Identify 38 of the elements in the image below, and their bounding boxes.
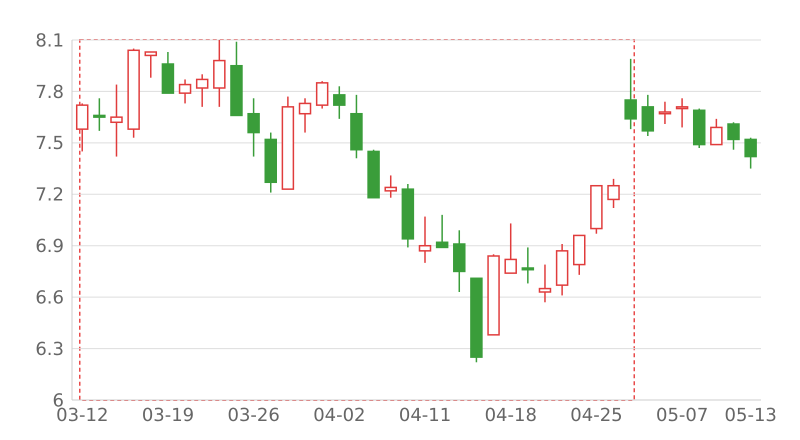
y-tick-label: 6.3 [35, 338, 64, 360]
candlestick [436, 214, 448, 248]
x-tick-label: 04-18 [484, 404, 537, 426]
candlestick [624, 58, 637, 130]
candlestick [333, 86, 346, 120]
y-tick-label: 7.5 [35, 133, 64, 154]
candlestick [658, 100, 672, 125]
candlestick [607, 178, 620, 209]
candlestick [144, 51, 158, 78]
candlestick [247, 98, 260, 158]
x-tick-label: 03-26 [228, 404, 280, 426]
candlestick [93, 98, 106, 132]
x-tick-label: 05-13 [724, 404, 777, 426]
candlestick [196, 74, 208, 108]
x-tick-label: 03-19 [142, 404, 194, 426]
y-tick-label: 6.9 [35, 236, 64, 258]
candlestick [110, 84, 123, 158]
candlestick [710, 118, 723, 146]
candlestick [298, 98, 312, 134]
y-tick-label: 6.6 [35, 288, 64, 309]
candlestick [178, 78, 192, 104]
x-tick-label: 05-07 [656, 404, 708, 426]
candlestick [744, 136, 757, 170]
x-tick-label: 04-11 [398, 404, 452, 426]
y-tick-label: 7.8 [35, 82, 64, 103]
y-tick-label: 7.2 [35, 184, 64, 206]
x-tick-label: 04-02 [313, 404, 366, 426]
candlestick [384, 174, 397, 198]
candlestick [418, 216, 432, 264]
candlestick [642, 94, 654, 137]
candlestick [727, 122, 740, 150]
candlestick [316, 80, 328, 110]
x-tick-label: 04-25 [570, 404, 623, 426]
candlestick [676, 98, 688, 128]
candlestick [504, 222, 517, 274]
candlestick [538, 264, 552, 304]
candlestick [522, 246, 534, 284]
y-tick-label: 8.1 [35, 30, 64, 52]
